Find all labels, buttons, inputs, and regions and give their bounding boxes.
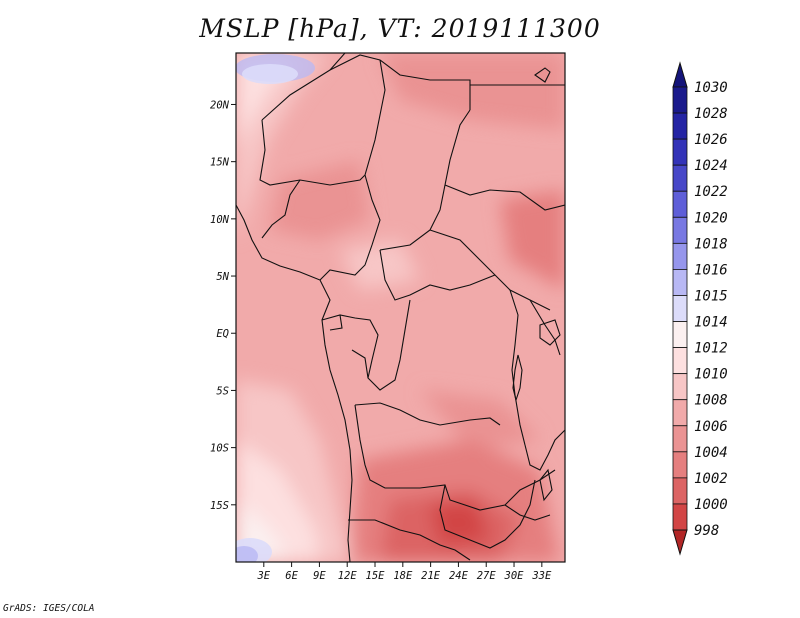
- lat-tick-label: 10N: [210, 214, 230, 226]
- latitude-axis: 20N 15N 10N 5N EQ 5S 10S 15S: [210, 99, 236, 512]
- colorbar-label: 1002: [694, 471, 728, 487]
- colorbar-label: 1016: [694, 262, 728, 278]
- colorbar-segment: [672, 321, 688, 348]
- lon-tick-label: 18E: [393, 570, 413, 582]
- lat-tick-label: EQ: [216, 328, 229, 340]
- colorbar-segment: [672, 503, 688, 531]
- colorbar-segment: [672, 216, 688, 244]
- lat-tick-label: 15S: [210, 500, 229, 512]
- colorbar-label: 1026: [694, 132, 728, 148]
- colorbar-label: 998: [694, 523, 719, 539]
- colorbar-label: 1014: [694, 315, 728, 331]
- lon-tick-label: 21E: [421, 570, 441, 582]
- colorbar-segment: [672, 269, 688, 296]
- colorbar-segment: [672, 138, 688, 166]
- colorbar-label: 1022: [694, 184, 728, 200]
- lon-tick-label: 30E: [504, 570, 525, 582]
- lon-tick-label: 12E: [338, 570, 358, 582]
- colorbar-label: 1012: [694, 341, 728, 357]
- colorbar-label: 1028: [694, 106, 728, 122]
- colorbar-segment: [672, 242, 688, 270]
- colorbar-label: 1024: [694, 158, 728, 174]
- colorbar-segment: [672, 295, 688, 322]
- colorbar-label: 1000: [694, 497, 728, 513]
- colorbar-top-arrow: [672, 61, 688, 88]
- colorbar-segment: [672, 477, 688, 505]
- colorbar-segment: [672, 112, 688, 140]
- colorbar-label: 1008: [694, 393, 728, 409]
- colorbar-label: 1030: [694, 80, 728, 96]
- pressure-field: [236, 53, 565, 562]
- colorbar-bottom-arrow: [672, 529, 688, 556]
- colorbar-segment: [672, 347, 688, 375]
- colorbar-label: 1015: [694, 288, 728, 304]
- colorbar-label: 1018: [694, 236, 728, 252]
- colorbar-segment: [672, 399, 688, 427]
- lat-tick-label: 5N: [216, 271, 229, 283]
- lon-tick-label: 6E: [285, 570, 298, 582]
- colorbar-label: 1004: [694, 445, 728, 461]
- lat-tick-label: 10S: [210, 443, 229, 455]
- colorbar-label: 1020: [694, 210, 728, 226]
- lat-tick-label: 5S: [216, 385, 229, 397]
- colorbar-segment: [672, 425, 688, 453]
- longitude-axis: 3E 6E 9E 12E 15E 18E 21E 24E 27E 30E 33E: [256, 562, 552, 582]
- lon-tick-label: 33E: [531, 570, 552, 582]
- lon-tick-label: 3E: [256, 570, 270, 582]
- colorbar-segment: [672, 164, 688, 192]
- colorbar-label: 1010: [694, 367, 728, 383]
- lat-tick-label: 15N: [210, 157, 230, 169]
- map-frame: [235, 52, 566, 563]
- lon-tick-label: 24E: [449, 570, 469, 582]
- colorbar-segment: [672, 451, 688, 479]
- colorbar: 1030 1028 1026 1024 1022 1020 1018 1016 1015 1014…: [672, 61, 728, 556]
- lon-tick-label: 15E: [366, 570, 386, 582]
- lon-tick-label: 27E: [477, 570, 497, 582]
- map-title: MSLP [hPa], VT: 2019111300: [199, 14, 601, 43]
- colorbar-segment: [672, 86, 688, 114]
- colorbar-segment: [672, 190, 688, 218]
- colorbar-segment: [672, 373, 688, 401]
- lat-tick-label: 20N: [210, 99, 230, 111]
- lon-tick-label: 9E: [313, 570, 326, 582]
- country-borders: [236, 53, 565, 562]
- footer-credit: GrADS: IGES/COLA: [3, 603, 95, 614]
- colorbar-label: 1006: [694, 419, 728, 435]
